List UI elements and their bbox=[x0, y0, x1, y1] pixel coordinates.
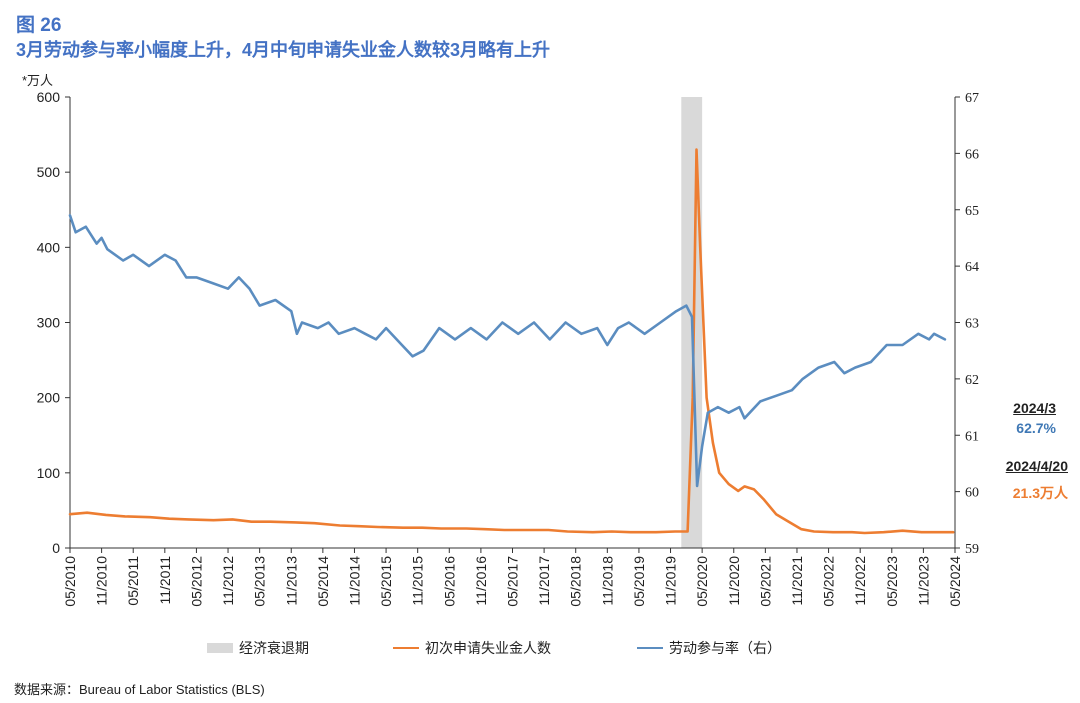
source-note: 数据来源：Bureau of Labor Statistics (BLS) bbox=[14, 682, 265, 697]
x-tick-label: 11/2010 bbox=[94, 556, 110, 606]
legend-swatch-lfpr bbox=[637, 647, 663, 649]
lfpr-annotation-value: 62.7% bbox=[1016, 420, 1056, 436]
legend-item-recession: 经济衰退期 bbox=[207, 638, 309, 658]
claims-series-line bbox=[68, 148, 955, 535]
left-tick-label: 600 bbox=[37, 89, 61, 105]
chart-title: 3月劳动参与率小幅度上升，4月中旬申请失业金人数较3月略有上升 bbox=[16, 40, 551, 60]
x-tick-label: 11/2017 bbox=[536, 556, 552, 606]
axes-layer: 0 100 200 300 400 500 600 59 60 61 62 63 64 65 66 67 05/… bbox=[37, 89, 979, 607]
x-tick-label: 05/2023 bbox=[884, 556, 900, 607]
x-tick-label: 11/2012 bbox=[220, 556, 236, 606]
x-tick-label: 05/2024 bbox=[947, 556, 963, 607]
left-tick-label: 200 bbox=[37, 390, 61, 406]
right-tick-label: 60 bbox=[965, 486, 979, 501]
x-tick-label: 11/2020 bbox=[726, 556, 742, 606]
x-tick-label: 05/2015 bbox=[378, 556, 394, 607]
x-tick-label: 05/2022 bbox=[821, 556, 837, 607]
x-tick-label: 05/2010 bbox=[62, 556, 78, 607]
lfpr-annotation-date: 2024/3 bbox=[1013, 400, 1056, 416]
x-tick-label: 11/2011 bbox=[157, 556, 173, 605]
x-tick-label: 05/2017 bbox=[505, 556, 521, 607]
right-tick-label: 59 bbox=[965, 542, 979, 557]
x-tick-label: 11/2014 bbox=[346, 556, 362, 606]
x-tick-label: 11/2018 bbox=[599, 556, 615, 606]
right-tick-label: 62 bbox=[965, 373, 979, 388]
lfpr-series-line bbox=[68, 214, 947, 488]
x-tick-label: 11/2015 bbox=[410, 556, 426, 606]
x-tick-label: 05/2018 bbox=[568, 556, 584, 607]
legend-label-claims: 初次申请失业金人数 bbox=[425, 640, 551, 656]
x-tick-label: 05/2012 bbox=[188, 556, 204, 607]
left-tick-label: 0 bbox=[52, 540, 60, 556]
x-tick-label: 05/2014 bbox=[315, 556, 331, 607]
x-tick-label: 11/2022 bbox=[852, 556, 868, 606]
legend-item-claims: 初次申请失业金人数 bbox=[393, 638, 551, 658]
legend-swatch-recession bbox=[207, 643, 233, 653]
x-tick-label: 05/2013 bbox=[252, 556, 268, 607]
claims-annotation-value: 21.3万人 bbox=[1012, 485, 1068, 501]
legend-label-recession: 经济衰退期 bbox=[239, 640, 309, 656]
right-tick-label: 67 bbox=[965, 91, 979, 106]
legend-swatch-claims bbox=[393, 647, 419, 649]
x-tick-label: 11/2019 bbox=[663, 556, 679, 606]
right-tick-label: 61 bbox=[965, 429, 979, 444]
x-tick-label: 05/2021 bbox=[757, 556, 773, 607]
x-tick-label: 11/2023 bbox=[915, 556, 931, 606]
figure-number: 图 26 bbox=[16, 15, 62, 36]
left-tick-label: 300 bbox=[37, 315, 61, 331]
right-tick-label: 64 bbox=[965, 260, 979, 275]
legend-item-lfpr: 劳动参与率（右） bbox=[637, 638, 781, 658]
x-tick-label: 11/2021 bbox=[789, 556, 805, 606]
x-tick-label: 11/2016 bbox=[473, 556, 489, 606]
right-tick-label: 63 bbox=[965, 317, 979, 332]
left-tick-label: 100 bbox=[37, 465, 61, 481]
left-tick-label: 500 bbox=[37, 164, 61, 180]
x-tick-label: 05/2011 bbox=[125, 556, 141, 606]
left-tick-label: 400 bbox=[37, 239, 61, 255]
right-tick-label: 65 bbox=[965, 204, 979, 219]
series-layer bbox=[68, 148, 955, 535]
claims-annotation-date: 2024/4/20 bbox=[1005, 458, 1068, 474]
x-tick-label: 05/2020 bbox=[694, 556, 710, 607]
legend-label-lfpr: 劳动参与率（右） bbox=[669, 640, 781, 656]
x-tick-label: 11/2013 bbox=[283, 556, 299, 606]
right-tick-label: 66 bbox=[965, 147, 979, 162]
left-axis-unit: *万人 bbox=[22, 73, 54, 88]
x-tick-label: 05/2016 bbox=[441, 556, 457, 607]
x-tick-label: 05/2019 bbox=[631, 556, 647, 607]
